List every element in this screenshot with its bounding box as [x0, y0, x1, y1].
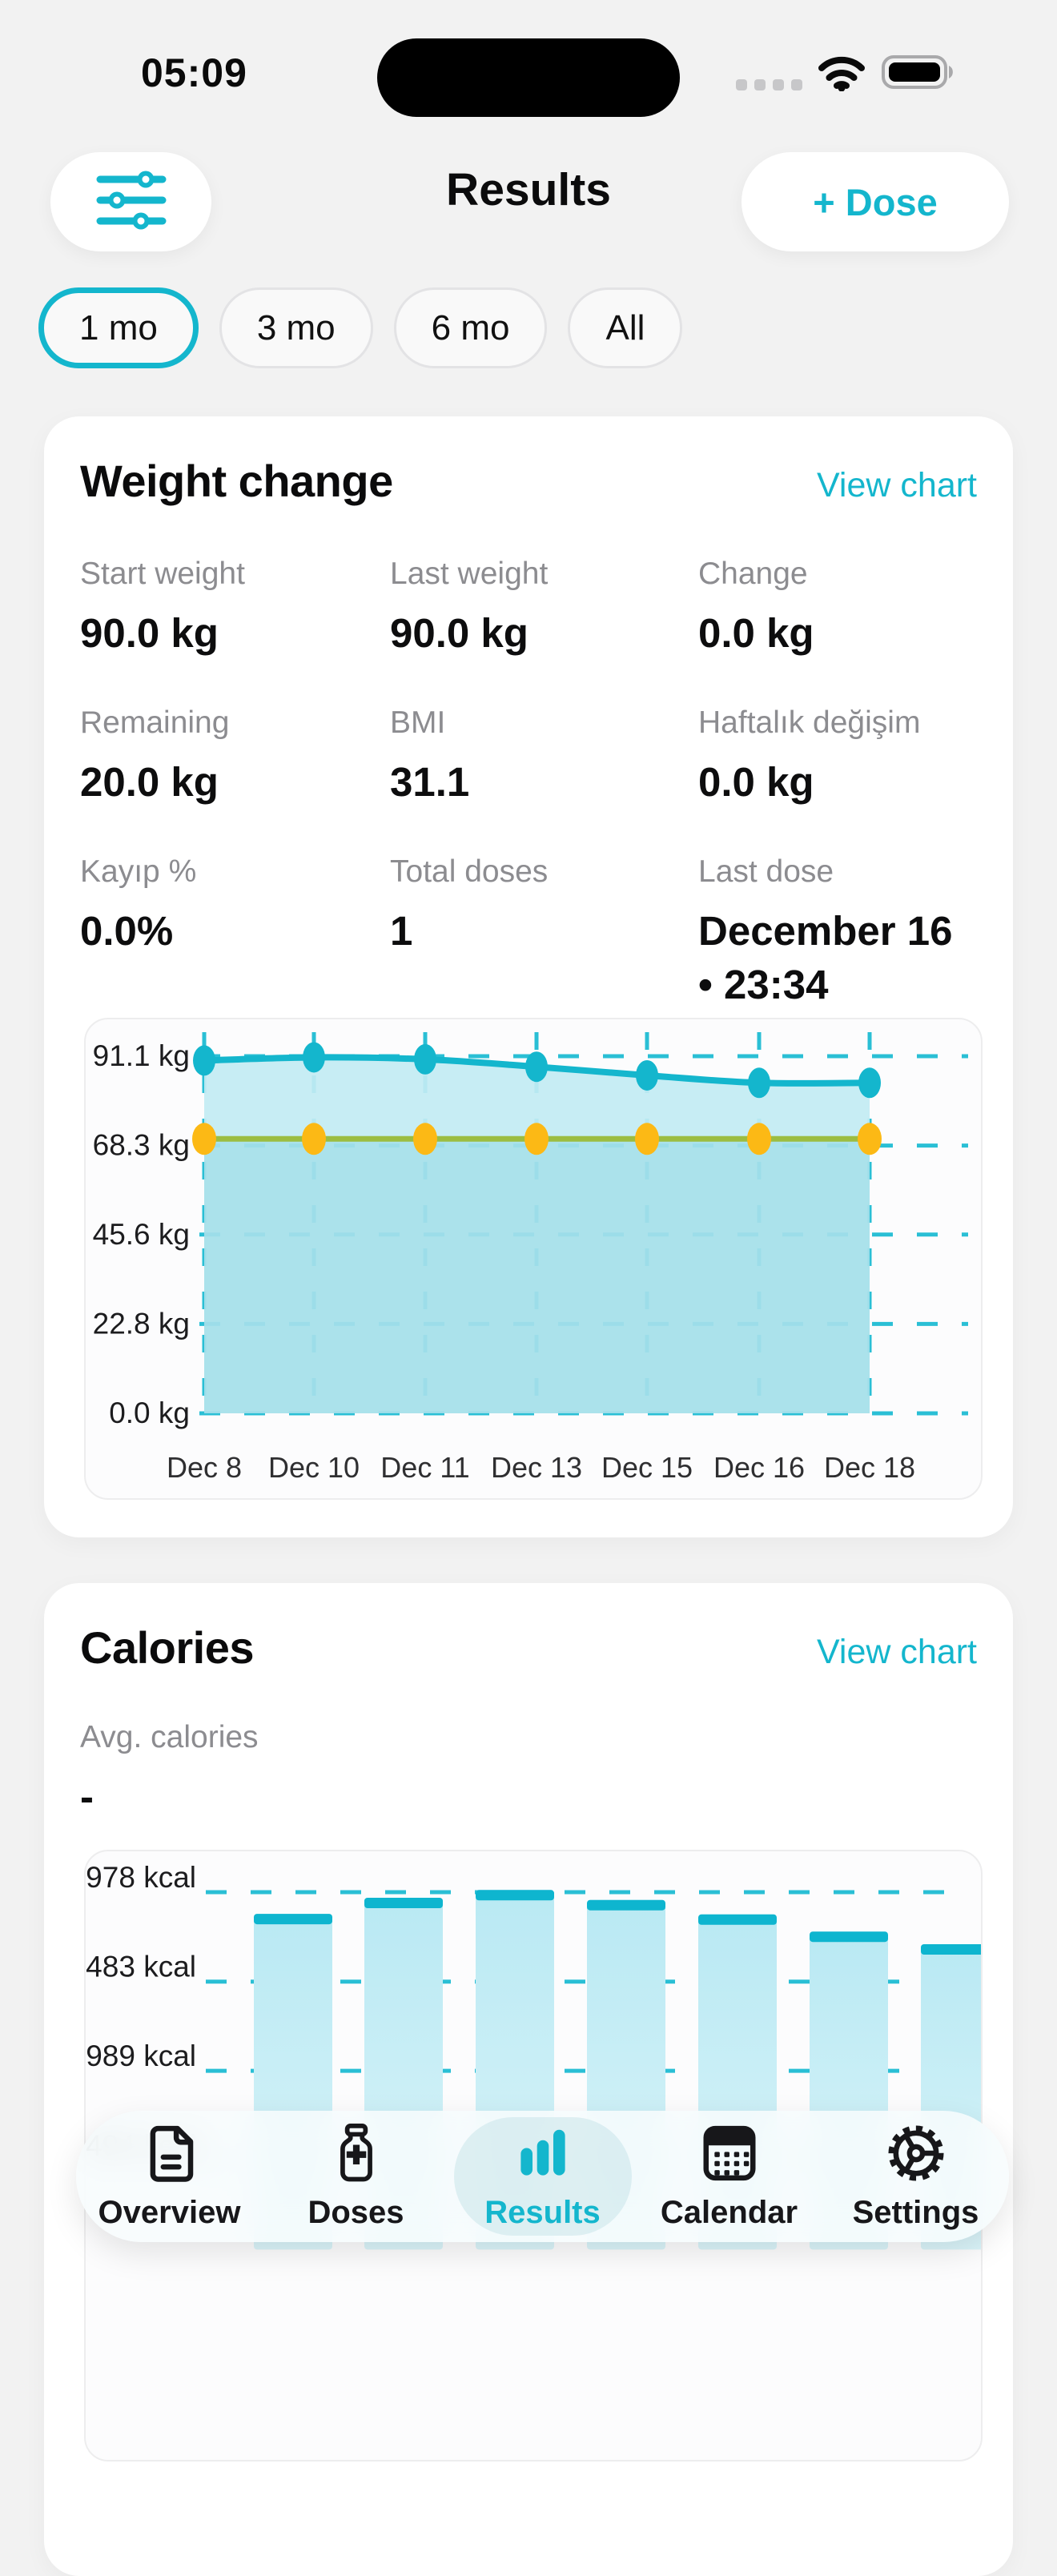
svg-text:22.8 kg: 22.8 kg: [93, 1307, 190, 1340]
goal-point: [747, 1123, 771, 1155]
calorie-bar-cap: [364, 1897, 443, 1908]
svg-text:Dec 8: Dec 8: [167, 1451, 242, 1484]
filter-button[interactable]: [50, 152, 211, 251]
svg-text:45.6 kg: 45.6 kg: [93, 1218, 190, 1251]
status-time: 05:09: [141, 50, 247, 95]
active-tab-background: [454, 2117, 632, 2236]
calorie-bar-cap: [587, 1899, 665, 1911]
bottom-tab-bar: Overview Doses Results: [76, 2111, 1009, 2242]
svg-text:Dec 18: Dec 18: [824, 1451, 915, 1484]
stat-start-weight: Start weight 90.0 kg: [80, 557, 245, 656]
weight-area-fill: [204, 1057, 870, 1413]
range-tab-1mo[interactable]: 1 mo: [38, 287, 199, 368]
goal-point: [635, 1123, 659, 1155]
calendar-icon: [698, 2122, 761, 2188]
goal-point: [524, 1123, 549, 1155]
calories-card-title: Calories: [80, 1622, 255, 1673]
results-bars-icon: [512, 2122, 574, 2188]
tab-results[interactable]: Results: [449, 2111, 636, 2242]
svg-text:0.0 kg: 0.0 kg: [109, 1397, 190, 1429]
svg-text:Dec 15: Dec 15: [601, 1451, 693, 1484]
weight-point: [858, 1067, 881, 1099]
tab-doses[interactable]: Doses: [263, 2111, 449, 2242]
svg-text:Dec 10: Dec 10: [268, 1451, 360, 1484]
weight-view-chart-link[interactable]: View chart: [817, 466, 977, 504]
weight-change-card: Weight change View chart Start weight 90…: [44, 416, 1013, 1537]
overview-document-icon: [139, 2122, 201, 2188]
filter-sliders-icon: [96, 169, 167, 235]
range-selector: 1 mo 3 mo 6 mo All: [38, 287, 683, 368]
stat-last-dose: Last dose December 16 • 23:34: [698, 854, 953, 1008]
weight-chart-svg: 91.1 kg 68.3 kg 45.6 kg 22.8 kg 0.0 kg Dec 8 D…: [93, 1032, 968, 1484]
calorie-bar-cap: [810, 1931, 888, 1943]
weight-point: [748, 1067, 770, 1099]
svg-text:Dec 11: Dec 11: [380, 1451, 469, 1484]
calories-card: Calories View chart Avg. calories - 1978…: [44, 1583, 1013, 2576]
weight-chart[interactable]: 91.1 kg 68.3 kg 45.6 kg 22.8 kg 0.0 kg Dec 8 D…: [84, 1018, 983, 1500]
stat-weekly-change: Haftalık değişim 0.0 kg: [698, 705, 921, 805]
goal-point: [858, 1123, 882, 1155]
weight-point: [525, 1051, 548, 1083]
range-tab-3mo[interactable]: 3 mo: [219, 287, 373, 368]
svg-text:1483 kcal: 1483 kcal: [86, 1951, 196, 1983]
doses-bottle-icon: [325, 2122, 388, 2188]
page-title: Results: [446, 164, 611, 215]
calorie-bar-cap: [921, 1943, 981, 1955]
svg-text:Dec 13: Dec 13: [491, 1451, 582, 1484]
calorie-bar-cap: [476, 1890, 554, 1901]
weight-point: [636, 1059, 658, 1091]
svg-text:989 kcal: 989 kcal: [86, 2040, 196, 2072]
weight-stats-grid: Start weight 90.0 kg Last weight 90.0 kg…: [80, 557, 977, 1012]
wifi-icon: [817, 53, 866, 95]
svg-text:1978 kcal: 1978 kcal: [86, 1861, 196, 1894]
stat-bmi: BMI 31.1: [390, 705, 470, 805]
stat-total-doses: Total doses 1: [390, 854, 549, 954]
add-dose-button[interactable]: + Dose: [742, 152, 1009, 251]
range-tab-all[interactable]: All: [568, 287, 683, 368]
goal-point: [192, 1123, 216, 1155]
stat-change: Change 0.0 kg: [698, 557, 814, 656]
svg-text:91.1 kg: 91.1 kg: [93, 1039, 190, 1072]
calories-view-chart-link[interactable]: View chart: [817, 1633, 977, 1671]
tab-calendar[interactable]: Calendar: [636, 2111, 822, 2242]
status-icons: [736, 53, 955, 95]
signal-dots-icon: [736, 78, 802, 90]
svg-text:Dec 16: Dec 16: [713, 1451, 805, 1484]
battery-full-icon: [881, 53, 955, 95]
goal-point: [413, 1123, 437, 1155]
svg-text:68.3 kg: 68.3 kg: [93, 1129, 190, 1162]
stat-remaining: Remaining 20.0 kg: [80, 705, 230, 805]
weight-card-title: Weight change: [80, 456, 393, 506]
weight-point: [303, 1042, 325, 1073]
goal-point: [302, 1123, 326, 1155]
weight-point: [193, 1045, 215, 1076]
range-tab-6mo[interactable]: 6 mo: [393, 287, 548, 368]
avg-calories-value: -: [80, 1774, 94, 1819]
tab-overview[interactable]: Overview: [76, 2111, 263, 2242]
calorie-bar-cap: [254, 1914, 332, 1925]
avg-calories-label: Avg. calories: [80, 1720, 259, 1754]
stat-last-weight: Last weight 90.0 kg: [390, 557, 549, 656]
dynamic-island: [377, 38, 680, 117]
tab-settings[interactable]: Settings: [822, 2111, 1009, 2242]
stat-loss-percent: Kayıp % 0.0%: [80, 854, 197, 954]
calorie-bar-cap: [698, 1914, 777, 1925]
weight-point: [414, 1043, 436, 1075]
settings-gear-icon: [885, 2122, 947, 2188]
